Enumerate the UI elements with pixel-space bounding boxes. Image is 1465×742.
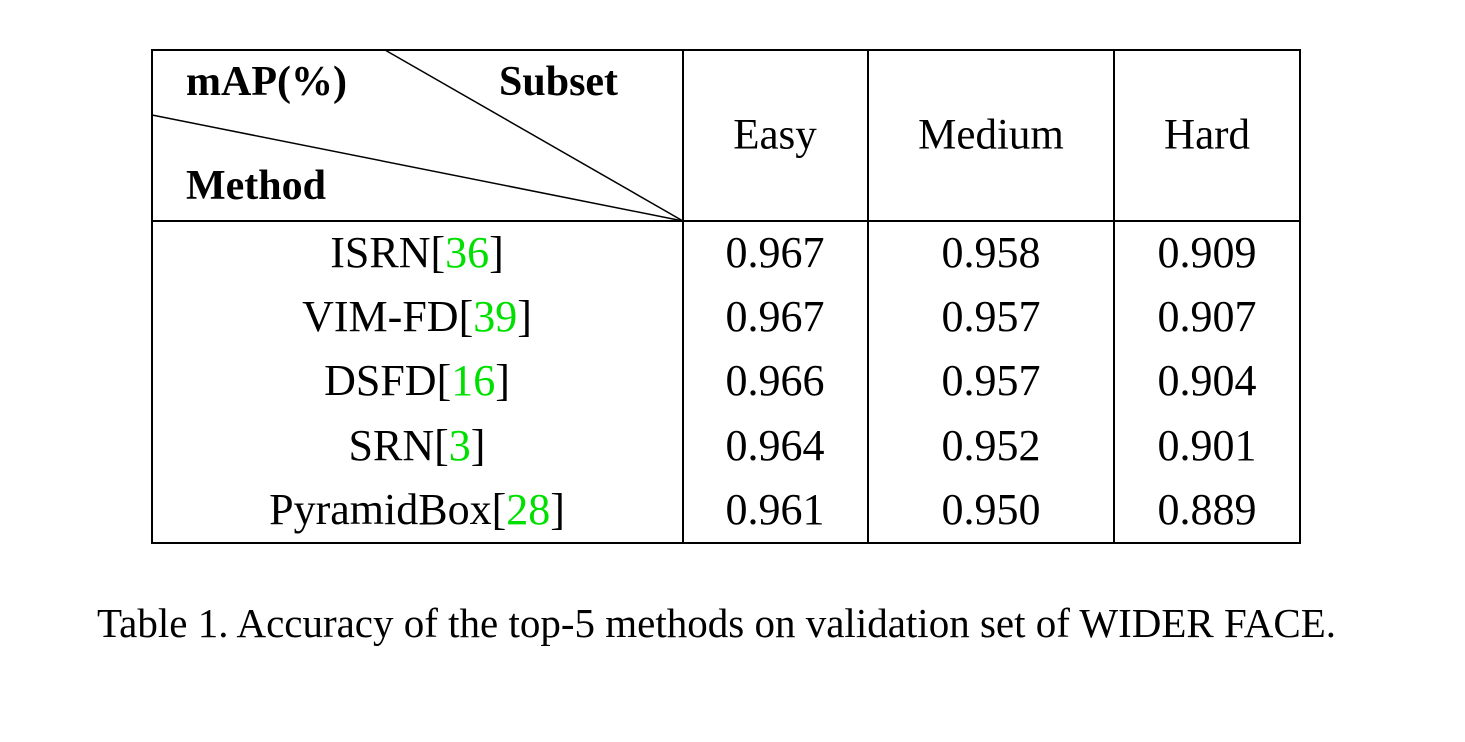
value-cell: 0.957 xyxy=(941,356,1041,406)
method-cell: ISRN[36] xyxy=(330,231,504,275)
value-cell: 0.909 xyxy=(1157,228,1257,277)
bracket: [ xyxy=(430,228,446,277)
corner-rows: Method xyxy=(186,163,326,209)
bracket: [ xyxy=(458,292,474,342)
citation: 28 xyxy=(506,484,551,534)
bracket: ] xyxy=(550,484,565,534)
table-border xyxy=(151,49,1301,544)
caption: Table 1. Accuracy of the top-5 methods o… xyxy=(97,600,1337,646)
value-cell: 0.952 xyxy=(941,420,1041,470)
method-name: PyramidBox xyxy=(269,484,492,534)
value-cell: 0.966 xyxy=(725,356,825,406)
method-name: ISRN xyxy=(330,228,431,277)
bracket: ] xyxy=(517,292,532,342)
citation: 36 xyxy=(445,228,490,277)
value-cell: 0.907 xyxy=(1157,292,1257,342)
method-cell: SRN[3] xyxy=(348,420,486,470)
value-cell: 0.889 xyxy=(1157,484,1257,534)
value-cell: 0.957 xyxy=(941,292,1041,342)
bracket: ] xyxy=(495,356,510,406)
method-cell: DSFD[16] xyxy=(324,359,510,403)
value-cell: 0.950 xyxy=(941,484,1041,534)
method-cell: VIM-FD[39] xyxy=(302,295,532,339)
citation: 3 xyxy=(448,420,471,470)
citation: 16 xyxy=(451,356,496,406)
method-name: DSFD xyxy=(324,356,437,406)
bracket: [ xyxy=(434,420,449,470)
diagonal xyxy=(384,49,684,222)
bracket: ] xyxy=(489,228,504,277)
method-cell: PyramidBox[28] xyxy=(269,484,565,534)
bracket: ] xyxy=(470,420,486,470)
corner-columns: Subset xyxy=(499,59,619,105)
value-cell: 0.958 xyxy=(941,228,1041,277)
method-name: SRN xyxy=(348,420,435,470)
value-cell: 0.967 xyxy=(725,292,825,342)
column-header: Hard xyxy=(1164,111,1250,159)
value-cell: 0.904 xyxy=(1157,356,1257,406)
value-cell: 0.967 xyxy=(725,228,825,277)
value-cell: 0.964 xyxy=(725,420,825,470)
column-header: Medium xyxy=(918,111,1064,159)
diagonal xyxy=(151,114,684,222)
column-header: Easy xyxy=(733,111,817,159)
bracket: [ xyxy=(436,356,452,406)
bracket: [ xyxy=(491,484,507,534)
method-name: VIM-FD xyxy=(302,292,459,342)
value-cell: 0.961 xyxy=(725,484,825,534)
value-cell: 0.901 xyxy=(1157,420,1257,470)
citation: 39 xyxy=(473,292,518,342)
corner-metric: mAP(%) xyxy=(186,59,347,105)
